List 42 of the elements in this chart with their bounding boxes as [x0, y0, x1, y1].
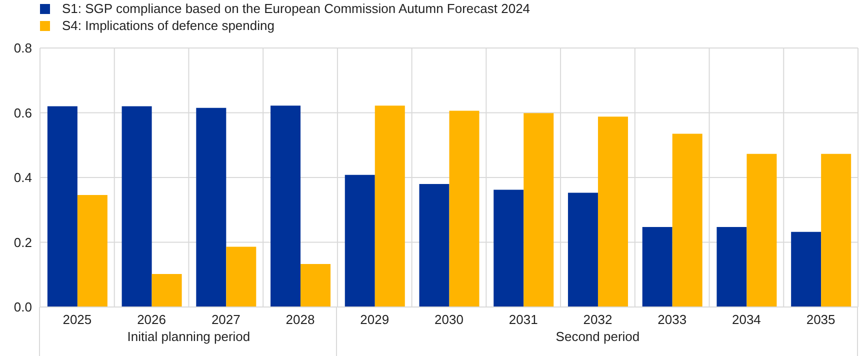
x-tick-label: 2025	[62, 312, 92, 328]
bar	[152, 274, 182, 307]
bar	[524, 113, 554, 307]
text: Second period	[554, 329, 641, 344]
bar	[344, 174, 375, 307]
bar	[716, 227, 747, 307]
x-tick-label: 2034	[732, 312, 761, 328]
bar	[821, 154, 852, 307]
x-tick-label: 2026	[137, 312, 166, 328]
y-tick-label: 0.8	[14, 40, 32, 56]
legend-label: S1: SGP compliance based on the European Commission Autumn Forecast 2024	[62, 0, 530, 17]
bar	[47, 106, 78, 307]
x-tick-label: 2028	[286, 312, 315, 328]
bar	[449, 110, 480, 307]
bar	[77, 194, 108, 307]
x-tick-label: 2027	[211, 312, 240, 328]
bar	[196, 108, 226, 307]
bar	[672, 134, 702, 307]
x-tick-label: 2031	[508, 312, 538, 328]
bar	[270, 106, 301, 307]
x-tick-label: 2035	[806, 312, 836, 328]
y-tick-label: 0.2	[14, 234, 32, 250]
bar	[300, 264, 331, 307]
x-tick-label: 2033	[658, 312, 687, 328]
bar	[598, 116, 628, 307]
bar	[746, 154, 777, 307]
y-tick-label: 0.0	[14, 300, 32, 315]
x-tick-label: 2030	[434, 312, 464, 328]
bar	[374, 106, 405, 307]
bar	[791, 232, 822, 307]
legend-label: S4: Implications of defence spending	[62, 17, 274, 34]
bar	[226, 246, 256, 307]
bar	[642, 227, 672, 307]
bar	[568, 192, 598, 307]
bar	[122, 106, 152, 307]
x-tick-label: 2032	[583, 312, 612, 328]
y-tick-label: 0.4	[14, 170, 32, 186]
y-tick-label: 0.6	[14, 105, 32, 120]
x-tick-label: 2029	[360, 312, 390, 328]
bar	[419, 184, 450, 307]
bar	[494, 190, 524, 307]
text: Initial planning period	[126, 329, 252, 344]
